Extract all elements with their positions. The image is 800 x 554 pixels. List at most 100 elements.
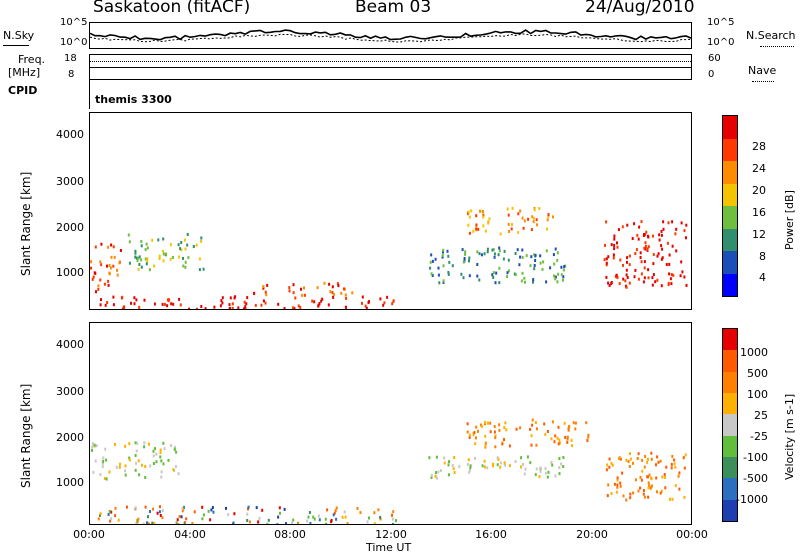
echo-cell: [671, 497, 674, 501]
echo-cell: [642, 234, 645, 237]
echo-cell: [647, 245, 650, 249]
echo-cell: [356, 507, 359, 510]
echo-cell: [461, 248, 464, 252]
echo-cell: [498, 423, 501, 427]
echo-cell: [503, 426, 506, 429]
echo-cell: [134, 506, 137, 510]
echo-cell: [634, 478, 637, 482]
echo-cell: [148, 442, 150, 446]
echo-cell: [642, 280, 645, 284]
freq-bottom: 8: [68, 69, 75, 80]
echo-cell: [141, 463, 143, 467]
echo-cell: [160, 459, 163, 463]
echo-cell: [135, 461, 138, 465]
echo-cell: [174, 445, 177, 449]
vel-cb-m500: -500: [743, 472, 768, 485]
echo-cell: [467, 210, 470, 214]
echo-cell: [633, 275, 636, 279]
echo-cell: [489, 430, 492, 434]
echo-cell: [553, 440, 556, 444]
echo-cell: [468, 215, 471, 219]
echo-cell: [534, 253, 537, 257]
echo-cell: [276, 523, 279, 524]
echo-cell: [104, 303, 107, 307]
echo-cell: [531, 418, 534, 422]
echo-cell: [106, 301, 109, 304]
echo-cell: [294, 296, 297, 300]
echo-cell: [441, 255, 444, 259]
echo-cell: [442, 279, 445, 283]
echo-cell: [379, 517, 382, 521]
echo-cell: [184, 265, 187, 269]
echo-cell: [234, 295, 237, 299]
echo-cell: [177, 472, 180, 476]
echo-cell: [502, 257, 505, 261]
echo-cell: [484, 434, 487, 438]
power-panel: [89, 112, 692, 310]
echo-cell: [523, 219, 526, 223]
echo-cell: [255, 506, 258, 510]
echo-cell: [612, 253, 615, 257]
echo-cell: [107, 283, 110, 287]
echo-cell: [501, 442, 504, 446]
echo-cell: [646, 234, 649, 238]
echo-cell: [231, 306, 234, 309]
echo-cell: [110, 517, 113, 521]
echo-cell: [152, 449, 155, 453]
echo-cell: [468, 274, 471, 278]
echo-cell: [149, 464, 152, 468]
echo-cell: [364, 304, 367, 308]
echo-cell: [670, 282, 673, 286]
echo-cell: [133, 296, 136, 300]
noise-scale-top: 10^5: [60, 17, 88, 28]
echo-cell: [153, 302, 156, 306]
echo-cell: [470, 209, 473, 213]
vel-cb-500: 500: [747, 367, 768, 380]
echo-cell: [144, 257, 147, 261]
echo-cell: [468, 470, 471, 474]
echo-cell: [436, 476, 439, 480]
echo-cell: [640, 478, 643, 482]
power-cb-20: 20: [752, 184, 766, 197]
echo-cell: [227, 513, 230, 517]
echo-cell: [639, 475, 642, 479]
echo-cell: [510, 227, 513, 231]
power-cb-24: 24: [752, 162, 766, 175]
echo-cell: [612, 256, 615, 260]
echo-cell: [544, 466, 547, 470]
echo-cell: [497, 253, 500, 257]
echo-cell: [519, 209, 522, 213]
echo-cell: [90, 260, 93, 264]
power-cb-28: 28: [752, 140, 766, 153]
echo-cell: [439, 469, 442, 473]
echo-cell: [247, 507, 249, 511]
power-cb-4: 4: [759, 271, 766, 284]
echo-cell: [482, 210, 484, 213]
echo-cell: [587, 435, 590, 439]
echo-cell: [539, 261, 542, 265]
echo-cell: [202, 267, 205, 271]
echo-cell: [128, 458, 131, 462]
echo-cell: [680, 221, 683, 225]
echo-cell: [138, 473, 141, 477]
echo-cell: [133, 302, 136, 306]
echo-cell: [152, 454, 155, 458]
echo-cell: [261, 508, 264, 512]
echo-cell: [391, 513, 393, 517]
echo-cell: [532, 280, 534, 284]
echo-cell: [210, 508, 213, 512]
echo-cell: [196, 307, 198, 309]
echo-cell: [332, 295, 335, 299]
echo-cell: [437, 470, 440, 474]
echo-cell: [563, 421, 566, 425]
echo-cell: [91, 445, 94, 449]
echo-cell: [531, 423, 534, 427]
echo-cell: [665, 263, 668, 266]
echo-cell: [639, 486, 642, 490]
echo-cell: [507, 258, 510, 262]
echo-cell: [487, 221, 490, 225]
echo-cell: [104, 447, 107, 451]
echo-cell: [115, 465, 118, 469]
echo-cell: [128, 240, 131, 244]
echo-cell: [486, 247, 489, 251]
